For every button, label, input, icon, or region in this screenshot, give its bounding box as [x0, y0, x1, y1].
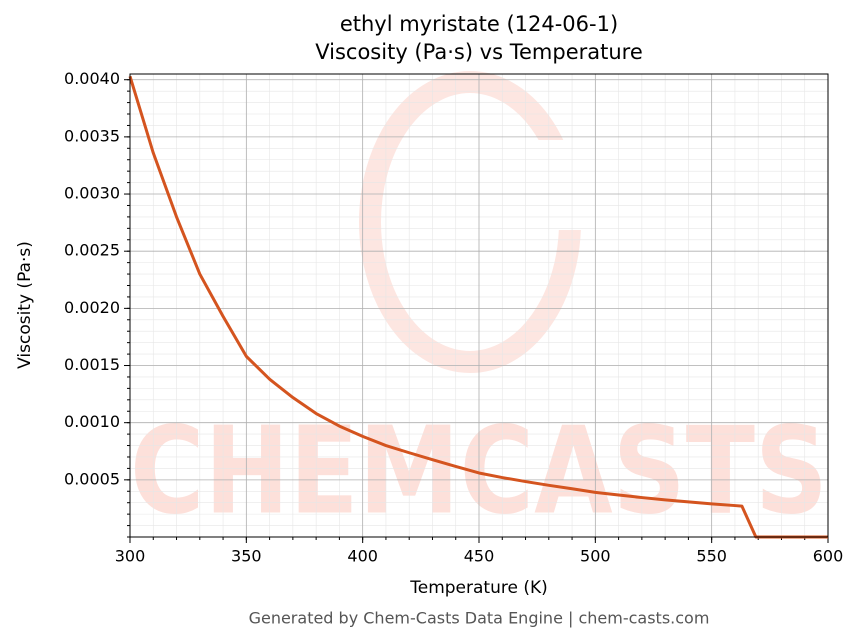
watermark-logo	[359, 71, 590, 373]
footer: Generated by Chem-Casts Data Engine | ch…	[249, 609, 710, 628]
x-tick-label: 600	[813, 547, 844, 566]
y-tick-label: 0.0030	[64, 184, 120, 203]
data-line	[128, 75, 828, 539]
y-tick-label: 0.0025	[64, 241, 120, 260]
y-tick-label: 0.0040	[64, 69, 120, 88]
x-tick-label: 550	[696, 547, 727, 566]
chart-title: ethyl myristate (124-06-1)	[340, 12, 618, 36]
x-tick-label: 450	[464, 547, 495, 566]
plot-frame	[129, 73, 829, 538]
x-tick-label: 500	[580, 547, 611, 566]
x-tick-label: 300	[115, 547, 146, 566]
y-axis-label: Viscosity (Pa·s)	[15, 241, 35, 369]
x-tick-label: 350	[231, 547, 262, 566]
y-tick-label: 0.0035	[64, 126, 120, 145]
y-tick-label: 0.0005	[64, 469, 120, 488]
x-tick-label: 400	[347, 547, 378, 566]
x-axis-label: Temperature (K)	[409, 578, 548, 598]
y-tick-label: 0.0010	[64, 412, 120, 431]
y-tick-label: 0.0015	[64, 355, 120, 374]
chart-subtitle: Viscosity (Pa·s) vs Temperature	[315, 40, 643, 64]
y-tick-label: 0.0020	[64, 298, 120, 317]
